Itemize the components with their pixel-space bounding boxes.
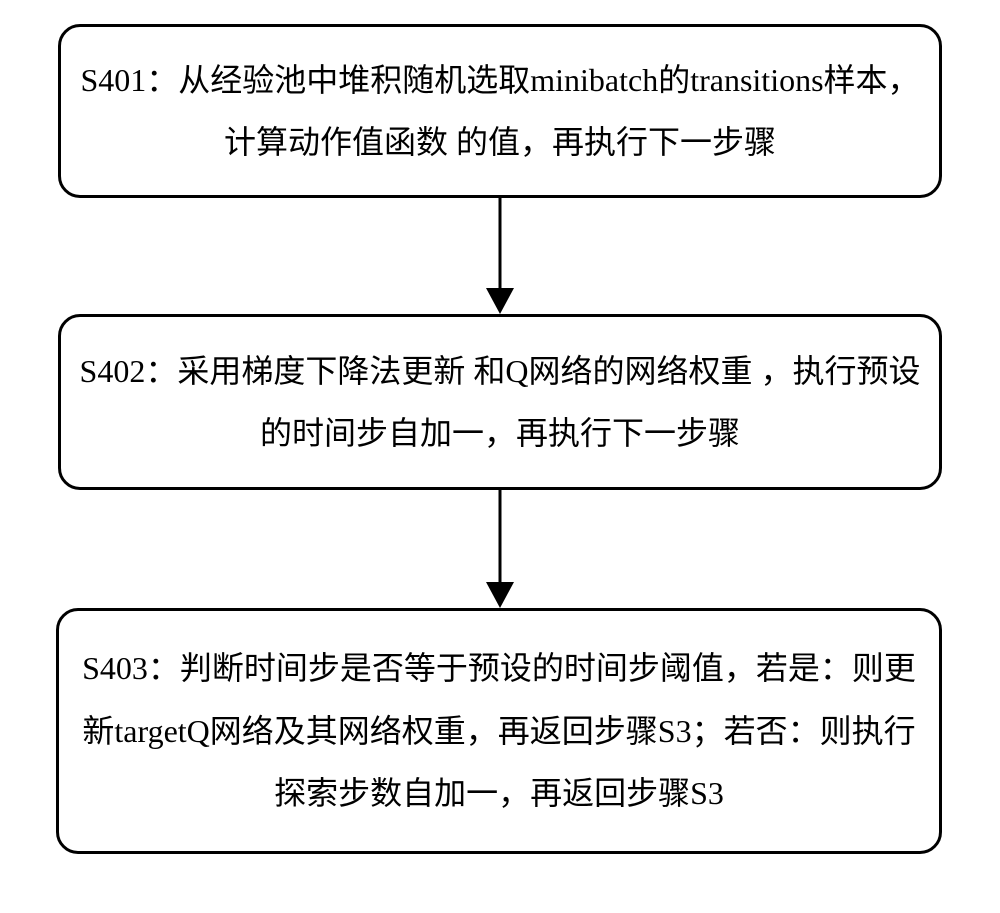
flow-node-s403: S403：判断时间步是否等于预设的时间步阈值，若是：则更新targetQ网络及其… [56,608,942,854]
flow-node-s402-text: S402：采用梯度下降法更新 和Q网络的网络权重 ，执行预设的时间步自加一，再执… [61,340,939,465]
flow-node-s401-text: S401：从经验池中堆积随机选取minibatch的transitions样本，… [61,49,939,174]
flowchart-canvas: S401：从经验池中堆积随机选取minibatch的transitions样本，… [0,0,1000,913]
flow-node-s403-text: S403：判断时间步是否等于预设的时间步阈值，若是：则更新targetQ网络及其… [59,637,939,824]
flow-node-s401: S401：从经验池中堆积随机选取minibatch的transitions样本，… [58,24,942,198]
flow-node-s402: S402：采用梯度下降法更新 和Q网络的网络权重 ，执行预设的时间步自加一，再执… [58,314,942,490]
